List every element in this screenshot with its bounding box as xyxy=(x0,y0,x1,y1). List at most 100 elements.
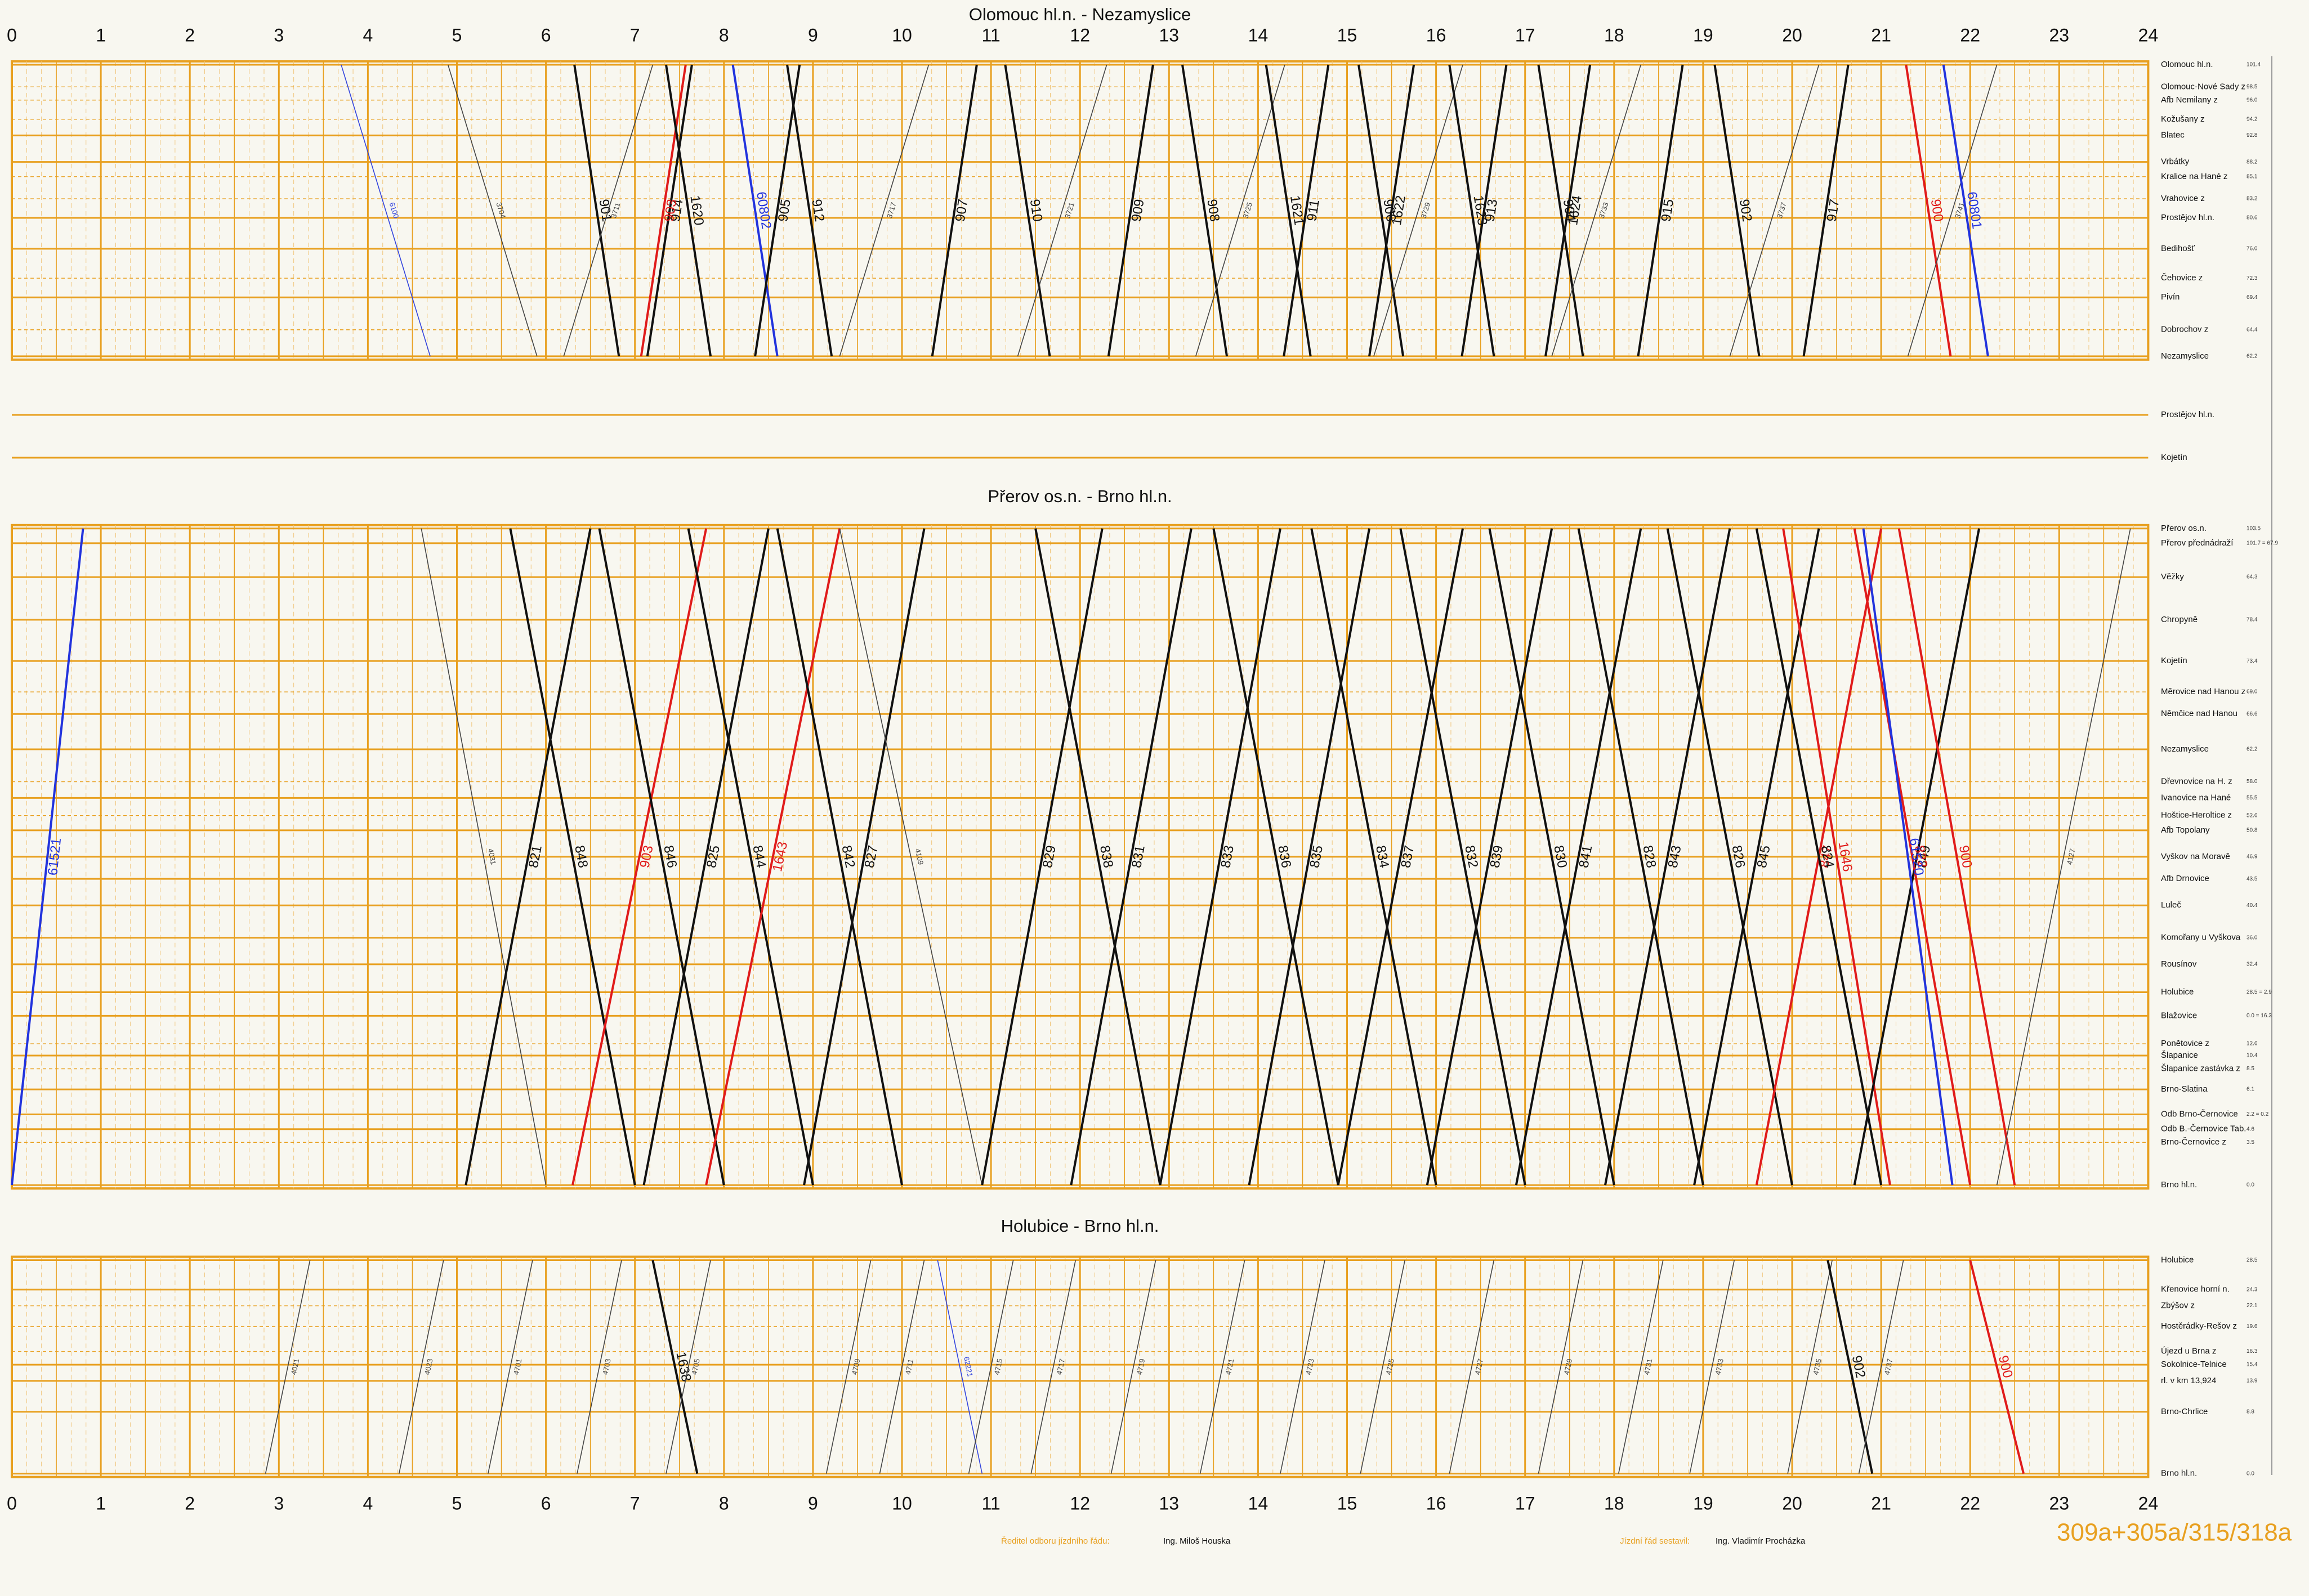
train-path xyxy=(1693,528,1820,1186)
station-name: Bedihošť xyxy=(2161,244,2195,253)
train-path xyxy=(488,1260,533,1474)
train-number: 4731 xyxy=(1642,1358,1654,1375)
train-path xyxy=(1181,64,1229,357)
station-km: 28.5 xyxy=(2247,1257,2258,1263)
train-number: 4719 xyxy=(1135,1358,1147,1375)
train-path xyxy=(563,64,654,357)
hour-label: 24 xyxy=(2138,1493,2159,1513)
station-km: 43.5 xyxy=(2247,876,2258,882)
hour-label: 3 xyxy=(274,1493,284,1513)
train-path xyxy=(573,64,620,357)
train-path xyxy=(665,64,712,357)
station-km: 3.5 xyxy=(2247,1139,2254,1146)
footer-label: Ředitel odboru jízdního řádu: xyxy=(1001,1536,1110,1546)
station-km: 0.0 xyxy=(2247,1182,2254,1188)
train-path xyxy=(571,528,708,1186)
station-km: 83.2 xyxy=(2247,196,2258,202)
train-path xyxy=(1862,528,1954,1186)
hour-label: 11 xyxy=(981,1493,1000,1513)
station-name: Věžky xyxy=(2161,572,2184,582)
train-path xyxy=(1034,528,1162,1186)
hour-label: 0 xyxy=(7,25,17,45)
panel-title: Olomouc hl.n. - Nezamyslice xyxy=(969,5,1191,24)
station-name: Prostějov hl.n. xyxy=(2161,410,2214,419)
station-km: 78.4 xyxy=(2247,617,2258,623)
hour-label: 8 xyxy=(719,25,729,45)
train-path xyxy=(1713,64,1761,357)
hour-label: 4 xyxy=(363,1493,373,1513)
train-path xyxy=(1017,64,1107,357)
hour-label: 6 xyxy=(541,25,551,45)
station-name: Sokolnice-Telnice xyxy=(2161,1360,2227,1369)
train-path xyxy=(981,528,1104,1186)
station-name: Vrbátky xyxy=(2161,157,2190,167)
station-km: 50.8 xyxy=(2247,828,2258,834)
train-path xyxy=(754,64,801,357)
hour-label: 21 xyxy=(1871,1493,1891,1513)
station-km: 88.2 xyxy=(2247,159,2258,165)
train-path xyxy=(1782,528,1891,1186)
train-path xyxy=(839,64,930,357)
station-name: Měrovice nad Hanou z xyxy=(2161,687,2245,696)
train-path xyxy=(1070,528,1193,1186)
train-number: 4031 xyxy=(486,848,498,865)
station-km: 64.4 xyxy=(2247,327,2258,333)
train-number: 1643 xyxy=(770,841,790,873)
train-path xyxy=(341,64,431,357)
station-name: Dřevnovice na H. z xyxy=(2161,777,2232,786)
station-name: Brno-Černovice z xyxy=(2161,1137,2226,1147)
hour-label: 18 xyxy=(1604,1493,1624,1513)
hour-label: 20 xyxy=(1782,1493,1802,1513)
train-number: 903 xyxy=(662,198,680,223)
train-path xyxy=(1357,64,1405,357)
station-km: 66.6 xyxy=(2247,711,2258,717)
train-number: 905 xyxy=(775,198,794,223)
station-km: 10.4 xyxy=(2247,1053,2258,1059)
station-km: 58.0 xyxy=(2247,779,2258,785)
train-path xyxy=(1337,528,1464,1186)
train-number: 911 xyxy=(1304,199,1322,222)
station-km: 55.5 xyxy=(2247,795,2258,801)
train-path xyxy=(1802,64,1850,357)
station-km: 101.4 xyxy=(2247,62,2261,68)
train-path xyxy=(447,64,538,357)
station-km: 69.4 xyxy=(2247,294,2258,301)
train-path xyxy=(937,1260,983,1474)
timetable-code: 309a+305a/315/318a xyxy=(2057,1519,2292,1546)
station-km: 46.9 xyxy=(2247,854,2258,860)
station-name: Olomouc hl.n. xyxy=(2161,60,2213,69)
station-name: Kojetín xyxy=(2161,453,2187,462)
station-name: Újezd u Brna z xyxy=(2161,1347,2216,1356)
train-path xyxy=(598,528,725,1186)
station-name: Přerov přednádraží xyxy=(2161,538,2234,548)
hour-label: 15 xyxy=(1337,1493,1357,1513)
train-path xyxy=(1755,528,1883,1186)
station-km: 2.2 = 0.2 xyxy=(2247,1111,2269,1117)
hour-label: 23 xyxy=(2049,25,2070,45)
train-path xyxy=(1604,528,1731,1186)
train-path xyxy=(1448,64,1495,357)
train-number: 4723 xyxy=(1304,1358,1316,1375)
station-km: 73.4 xyxy=(2247,658,2258,664)
train-path xyxy=(640,64,687,357)
train-path xyxy=(1360,1260,1406,1474)
train-number: 900 xyxy=(1928,198,1946,223)
station-km: 28.5 = 2.9 xyxy=(2247,989,2272,995)
train-path xyxy=(11,528,84,1186)
train-path xyxy=(1787,1260,1833,1474)
train-number: 913 xyxy=(1482,198,1500,223)
train-number: 4717 xyxy=(1055,1358,1066,1375)
train-path xyxy=(1199,1260,1245,1474)
station-km: 13.9 xyxy=(2247,1378,2258,1384)
panel-title: Přerov os.n. - Brno hl.n. xyxy=(988,486,1172,506)
hour-label: 12 xyxy=(1070,25,1090,45)
train-number: 62221 xyxy=(962,1356,975,1378)
station-name: Ponětovice z xyxy=(2161,1039,2209,1048)
station-km: 69.0 xyxy=(2247,689,2258,695)
panel-title: Holubice - Brno hl.n. xyxy=(1001,1216,1159,1236)
train-path xyxy=(1310,528,1437,1186)
station-km: 0.0 = 16.3 xyxy=(2247,1013,2272,1019)
station-name: Čehovice z xyxy=(2161,273,2203,283)
hour-label: 20 xyxy=(1782,25,1802,45)
train-path xyxy=(1969,1259,2025,1474)
